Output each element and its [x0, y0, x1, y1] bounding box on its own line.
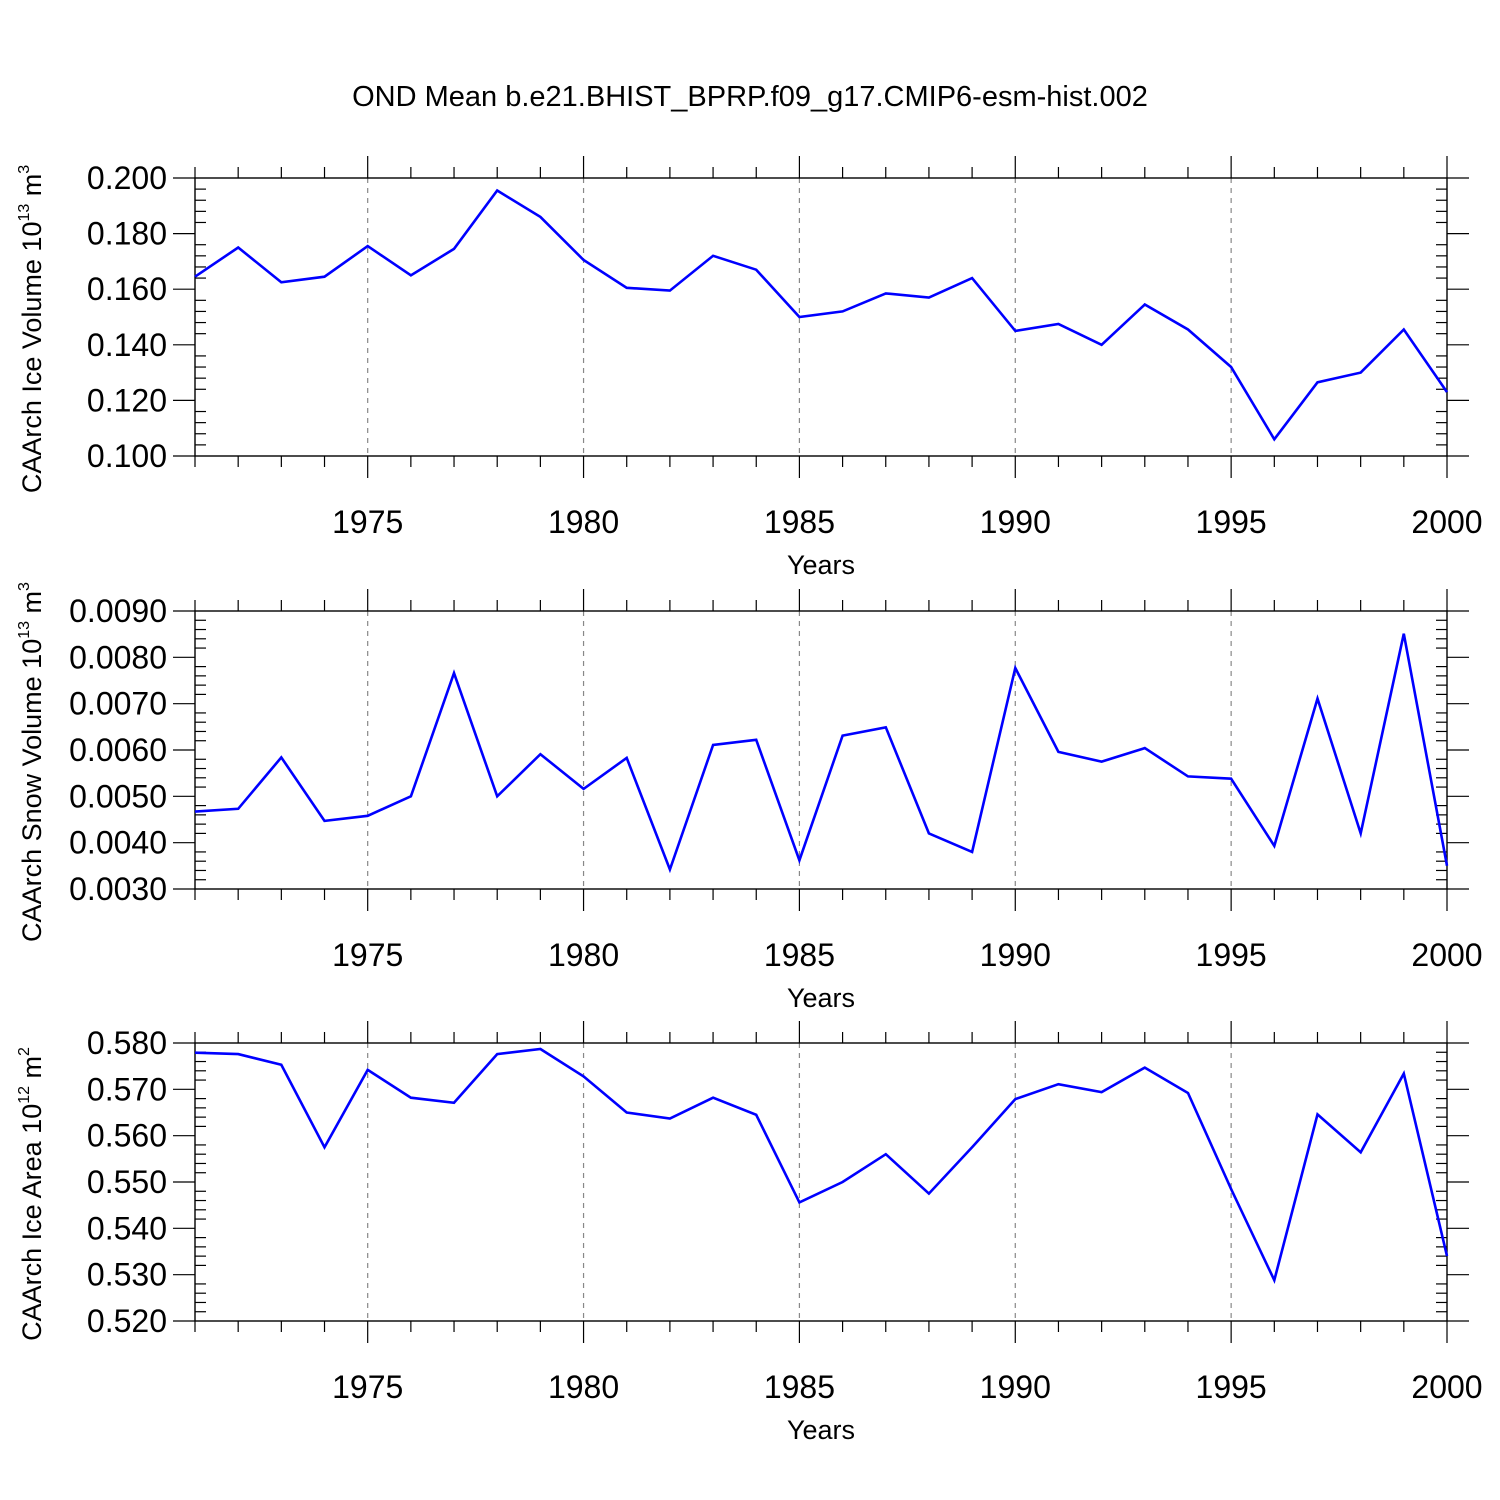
x-tick-label: 1975: [332, 1369, 403, 1405]
plot-frame: [194, 1042, 1448, 1322]
y-tick-label: 0.160: [87, 271, 167, 307]
x-axis-label: Years: [787, 983, 855, 1013]
x-tick-label: 1980: [548, 937, 619, 973]
y-tick-label: 0.570: [87, 1071, 167, 1107]
x-tick-label: 1975: [332, 504, 403, 540]
x-tick-label: 2000: [1411, 937, 1482, 973]
x-tick-label: 1975: [332, 937, 403, 973]
x-tick-label: 1985: [764, 504, 835, 540]
x-tick-label: 1985: [764, 937, 835, 973]
chart-panel-1: 0.100 0.120 0.140 0.160 0.180 0.200 1975 1980 19…: [16, 156, 1483, 580]
y-tick-label: 0.0090: [69, 593, 167, 629]
y-tick-label: 0.580: [87, 1025, 167, 1061]
x-axis-label: Years: [787, 550, 855, 580]
y-tick-label: 0.560: [87, 1118, 167, 1154]
series-line: [194, 188, 1449, 442]
y-axis-label: CAArch Ice Area 1012 m2: [16, 1047, 47, 1341]
x-tick-label: 2000: [1411, 504, 1482, 540]
x-tick-label: 1995: [1196, 1369, 1267, 1405]
x-tick-label: 1995: [1196, 937, 1267, 973]
y-tick-label: 0.200: [87, 160, 167, 196]
y-tick-label: 0.520: [87, 1303, 167, 1339]
y-tick-label: 0.0060: [69, 732, 167, 768]
x-axis-label: Years: [787, 1415, 855, 1445]
y-tick-label: 0.0050: [69, 778, 167, 814]
x-tick-label: 1995: [1196, 504, 1267, 540]
x-tick-label: 1990: [980, 1369, 1051, 1405]
y-axis-label: CAArch Ice Volume 1013 m3: [16, 165, 47, 493]
x-tick-label: 1980: [548, 504, 619, 540]
figure-title: OND Mean b.e21.BHIST_BPRP.f09_g17.CMIP6-…: [352, 81, 1148, 113]
x-tick-label: 1990: [980, 937, 1051, 973]
y-tick-label: 0.540: [87, 1210, 167, 1246]
y-tick-label: 0.100: [87, 438, 167, 474]
y-axis-label: CAArch Snow Volume 1013 m3: [16, 582, 47, 942]
chart-panel-3: 0.520 0.530 0.540 0.550 0.560 0.570 0.580 1975 1…: [16, 1021, 1483, 1445]
plot-frame: [194, 177, 1448, 457]
series-line: [194, 1047, 1449, 1284]
x-tick-label: 1980: [548, 1369, 619, 1405]
x-tick-label: 1985: [764, 1369, 835, 1405]
chart-panel-2: 0.0030 0.0040 0.0050 0.0060 0.0070 0.0080 0.00…: [16, 582, 1483, 1013]
y-tick-label: 0.0040: [69, 825, 167, 861]
y-tick-label: 0.120: [87, 382, 167, 418]
y-tick-label: 0.180: [87, 216, 167, 252]
x-tick-label: 1990: [980, 504, 1051, 540]
y-tick-label: 0.140: [87, 327, 167, 363]
y-tick-label: 0.0070: [69, 686, 167, 722]
y-tick-label: 0.0030: [69, 871, 167, 907]
y-tick-label: 0.0080: [69, 639, 167, 675]
y-tick-label: 0.530: [87, 1257, 167, 1293]
x-tick-label: 2000: [1411, 1369, 1482, 1405]
plot-frame: [194, 610, 1448, 890]
y-tick-label: 0.550: [87, 1164, 167, 1200]
series-line: [194, 633, 1449, 874]
